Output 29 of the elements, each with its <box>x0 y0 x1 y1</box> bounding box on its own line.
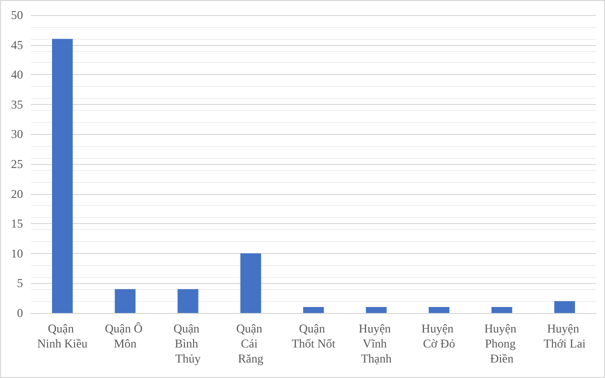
x-tick-label: Huyện Thới Lai <box>544 322 586 350</box>
y-tick-label: 5 <box>17 276 23 290</box>
y-tick-label: 45 <box>11 38 23 52</box>
x-tick-label: Quận Thốt Nốt <box>292 322 336 350</box>
x-tick-label: Quận Bình Thủy <box>173 322 202 366</box>
y-tick-label: 35 <box>11 97 23 112</box>
bar <box>554 301 575 313</box>
y-tick-label: 50 <box>11 8 23 22</box>
y-tick-label: 30 <box>11 127 23 142</box>
bar <box>303 307 324 313</box>
y-tick-label: 15 <box>11 216 23 231</box>
bar <box>178 289 198 313</box>
bar <box>428 307 450 313</box>
x-tick-label: Huyện Vĩnh Thạnh <box>358 322 394 366</box>
bar <box>366 307 387 313</box>
x-tick-label: Quận Ninh Kiều <box>37 322 88 350</box>
y-tick-label: 20 <box>11 186 23 201</box>
y-tick-label: 10 <box>11 246 23 260</box>
x-tick-label: Quận Ô Môn <box>104 322 146 350</box>
y-tick-label: 0 <box>17 306 23 320</box>
y-tick-label: 40 <box>11 68 23 82</box>
bar <box>114 289 136 313</box>
y-tick-label: 25 <box>11 157 23 171</box>
bar <box>491 307 512 313</box>
bar <box>52 38 73 313</box>
x-tick-label: Huyện Phong Điền <box>484 322 520 366</box>
x-tick-label: Quận Cái Răng <box>236 322 266 366</box>
x-tick-label: Huyện Cờ Đỏ <box>422 322 457 350</box>
bar <box>240 253 262 313</box>
